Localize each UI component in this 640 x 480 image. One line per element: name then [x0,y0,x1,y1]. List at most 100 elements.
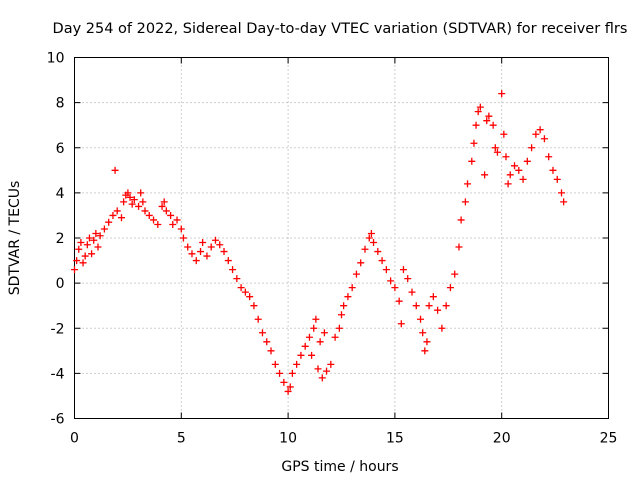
data-point [216,241,224,249]
data-point [137,189,145,197]
data-point [158,202,166,210]
data-point [162,207,170,215]
data-point [515,166,523,174]
data-point [258,329,266,337]
data-point [549,166,557,174]
y-tick-label: 0 [56,276,65,292]
data-point [126,193,134,201]
data-point [461,198,469,206]
data-point [297,351,305,359]
data-point [203,252,211,260]
data-point [314,365,322,373]
y-tick-label: -6 [51,412,65,428]
data-point [288,369,296,377]
data-point [130,196,138,204]
data-point [367,229,375,237]
data-point [139,198,147,206]
data-point [399,266,407,274]
data-point [558,189,566,197]
data-point [308,351,316,359]
data-point [192,257,200,265]
data-point [310,324,318,332]
y-tick-label: -4 [51,366,65,382]
data-point [553,175,561,183]
data-point [489,121,497,129]
data-point [135,202,143,210]
x-tick-label: 0 [70,431,79,447]
data-point [96,232,104,240]
data-point [250,302,258,310]
data-point [434,306,442,314]
data-point [286,383,294,391]
y-tick-label: 4 [56,186,65,202]
data-point [312,315,320,323]
data-point [470,139,478,147]
y-axis-title: SDTVAR / TECUs [7,181,23,296]
data-point [280,378,288,386]
y-tick-label: -2 [51,321,65,337]
data-point [498,90,506,98]
data-point [124,189,132,197]
y-tick-label: 2 [56,231,65,247]
data-point [254,315,262,323]
data-point [323,367,331,375]
data-point [511,162,519,170]
data-point [352,270,360,278]
data-point [109,211,117,219]
data-point [468,157,476,165]
data-point [451,270,459,278]
data-point [188,250,196,258]
data-point [75,245,83,253]
y-tick-label: 6 [56,141,65,157]
data-point [179,234,187,242]
data-point [90,236,98,244]
data-point [338,311,345,319]
data-point [85,234,93,242]
data-point [370,239,378,247]
y-tick-label: 10 [47,51,65,67]
data-point [365,234,373,242]
data-point [438,324,446,332]
data-point [271,360,279,368]
data-point [83,241,91,249]
data-point [284,387,292,395]
data-point [519,175,527,183]
data-point [545,153,553,161]
data-point [455,243,463,251]
data-point [177,225,185,233]
data-point [154,220,162,228]
data-point [502,153,510,161]
y-tick-label: 8 [56,96,65,112]
data-point [408,288,416,296]
grid-lines [74,57,609,419]
data-point [536,126,544,134]
data-point [237,284,245,292]
data-point [446,284,454,292]
data-point [457,216,465,224]
data-point [532,130,540,138]
data-point [387,277,395,285]
data-point [173,216,181,224]
data-point [167,211,175,219]
data-point [305,333,313,341]
data-point [421,347,429,355]
data-point [391,284,399,292]
data-point [293,360,301,368]
data-point [73,257,81,265]
x-tick-label: 10 [279,431,297,447]
data-point [145,211,153,219]
data-point [81,252,89,260]
data-point [340,302,348,310]
data-points [71,90,568,395]
data-point [92,229,100,237]
data-point [523,157,531,165]
data-point [327,360,335,368]
x-axis-title: GPS time / hours [281,459,398,475]
data-point [429,293,437,301]
data-point [120,198,128,206]
data-point [320,329,328,337]
data-point [331,333,339,341]
data-point [374,248,382,256]
data-point [540,135,548,143]
